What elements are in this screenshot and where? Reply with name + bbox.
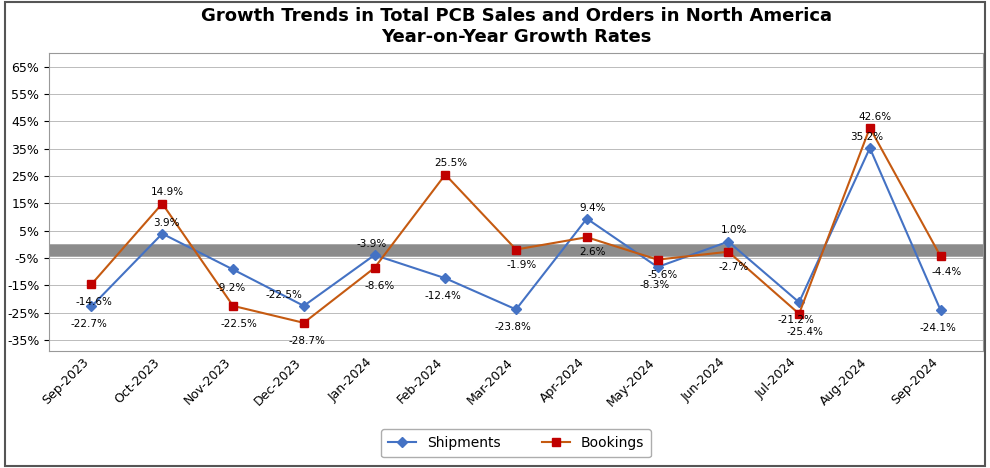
Bookings [723,249,735,255]
Bookings [85,281,97,287]
Bookings [368,265,380,271]
Text: -21.2%: -21.2% [778,315,815,325]
Text: -22.5%: -22.5% [266,290,303,300]
Bookings [156,201,168,206]
Shipments [581,216,593,221]
Text: 3.9%: 3.9% [153,218,179,227]
Text: -5.6%: -5.6% [648,270,678,280]
Title: Growth Trends in Total PCB Sales and Orders in North America
Year-on-Year Growth: Growth Trends in Total PCB Sales and Ord… [201,7,832,46]
Text: -28.7%: -28.7% [288,336,325,346]
Text: 2.6%: 2.6% [579,248,606,257]
Text: 42.6%: 42.6% [859,112,892,122]
Text: -22.7%: -22.7% [70,320,107,329]
Text: -8.6%: -8.6% [365,281,395,291]
Text: -24.1%: -24.1% [920,323,956,333]
Bookings [440,172,451,177]
Text: 25.5%: 25.5% [435,159,467,168]
Text: -23.8%: -23.8% [495,322,532,332]
Text: 9.4%: 9.4% [579,203,606,212]
Text: 35.2%: 35.2% [850,132,884,142]
Text: -4.4%: -4.4% [931,267,961,277]
Text: -12.4%: -12.4% [424,291,461,301]
Shipments [85,304,97,309]
Shipments [298,303,310,309]
Shipments [651,264,663,270]
Text: -2.7%: -2.7% [719,262,749,272]
Shipments [227,267,239,272]
Shipments [723,239,735,244]
Text: -25.4%: -25.4% [786,327,823,337]
Bookings [298,320,310,326]
Text: -9.2%: -9.2% [215,283,246,292]
Line: Bookings: Bookings [87,124,944,327]
Shipments [510,307,522,312]
Text: -8.3%: -8.3% [640,280,670,290]
Bookings [935,254,946,259]
Text: -22.5%: -22.5% [220,319,257,329]
Bookings [793,311,805,317]
Bookings [864,125,876,131]
Shipments [864,145,876,151]
Shipments [793,300,805,305]
Line: Shipments: Shipments [88,145,944,314]
Bookings [581,234,593,240]
Text: -3.9%: -3.9% [356,239,387,249]
Bookings [510,247,522,252]
Shipments [935,307,946,313]
Bookings [227,303,239,309]
Legend: Shipments, Bookings: Shipments, Bookings [381,430,651,457]
Text: -14.6%: -14.6% [76,297,113,307]
Text: -1.9%: -1.9% [507,260,537,270]
Text: 1.0%: 1.0% [721,226,747,235]
Shipments [368,252,380,258]
Shipments [440,276,451,281]
Bookings [651,257,663,263]
Text: 14.9%: 14.9% [151,188,184,197]
Shipments [156,231,168,236]
